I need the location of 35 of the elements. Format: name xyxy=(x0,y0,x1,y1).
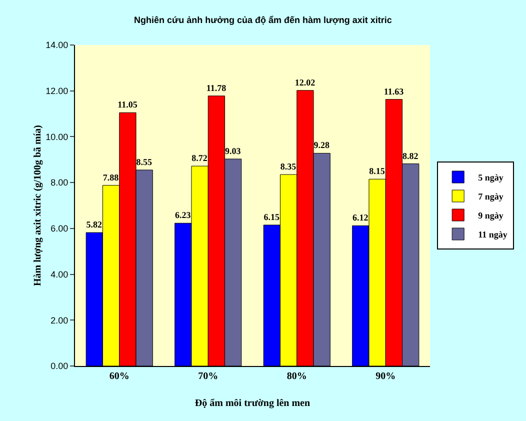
data-label: 9.28 xyxy=(314,140,330,150)
chart-title: Nghiên cứu ảnh hưởng của độ ẩm đến hàm lượng axit xitric xyxy=(134,15,392,26)
y-tick-label: 8.00 xyxy=(50,178,68,188)
data-label: 6.12 xyxy=(352,212,369,223)
legend-label: 7 ngày xyxy=(478,192,504,202)
y-tick-label: 0.00 xyxy=(50,361,68,372)
data-label: 8.35 xyxy=(280,162,297,172)
data-label: 8.72 xyxy=(192,153,208,164)
x-tick-label: 80% xyxy=(286,371,307,382)
data-label: 5.82 xyxy=(86,220,103,230)
y-tick-label: 4.00 xyxy=(50,269,68,280)
y-tick-label: 10.00 xyxy=(46,132,68,142)
legend-label: 5 ngày xyxy=(478,172,504,183)
y-tick-label: 6.00 xyxy=(50,224,68,234)
data-label: 6.15 xyxy=(264,212,280,222)
y-tick-label: 14.00 xyxy=(46,40,68,50)
x-tick-label: 70% xyxy=(198,371,218,382)
data-label: 8.82 xyxy=(402,150,419,161)
y-tick-label: 2.00 xyxy=(50,315,68,326)
data-label: 6.23 xyxy=(175,210,192,220)
data-label: 11.05 xyxy=(118,100,138,110)
legend-label: 9 ngày xyxy=(478,210,504,221)
x-tick-label: 90% xyxy=(376,371,396,382)
y-tick-label: 12.00 xyxy=(46,86,68,96)
data-label: 11.78 xyxy=(206,82,227,93)
data-label: 11.63 xyxy=(384,86,404,96)
legend-label: 11 ngày xyxy=(478,230,508,240)
data-label: 9.03 xyxy=(224,146,242,156)
data-label: 12.02 xyxy=(294,77,316,88)
data-label: 7.88 xyxy=(102,172,120,182)
x-axis-title: Độ ẩm môi trường lên men xyxy=(194,398,311,409)
data-label: 8.55 xyxy=(136,156,152,167)
y-axis-title: Hàm lượng axit xitric (g/100g bã mía) xyxy=(32,125,44,286)
x-tick-label: 60% xyxy=(109,371,130,382)
data-label: 8.15 xyxy=(369,166,386,176)
